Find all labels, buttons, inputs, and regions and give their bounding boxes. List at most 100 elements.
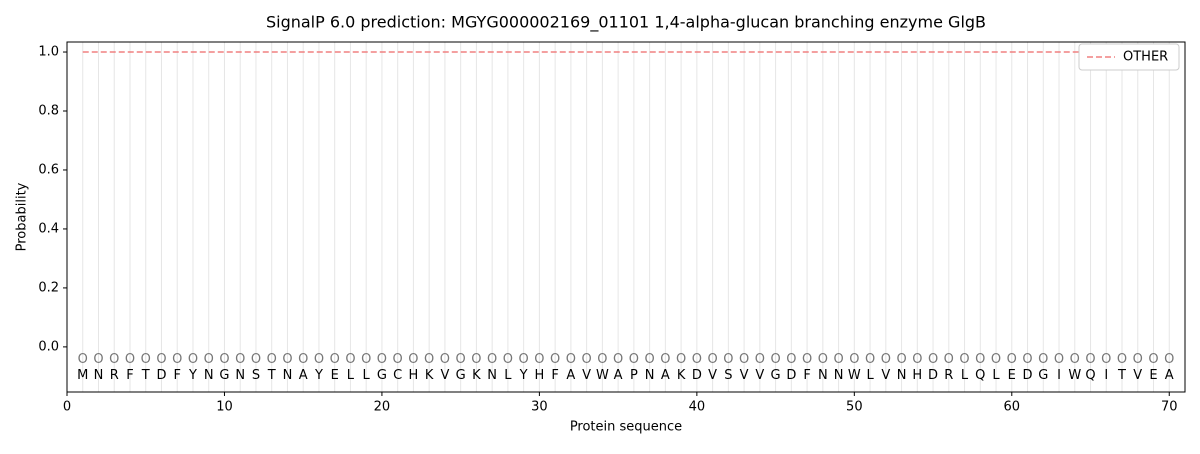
region-label: O: [849, 352, 859, 367]
residue-label: P: [630, 368, 638, 383]
residue-label: E: [331, 368, 339, 383]
region-label: O: [1101, 352, 1111, 367]
residue-label: L: [347, 368, 355, 383]
region-label: O: [739, 352, 749, 367]
x-tick-label: 10: [216, 400, 233, 415]
residue-label: I: [1057, 368, 1061, 383]
residue-label: S: [252, 368, 260, 383]
residue-label: G: [771, 368, 781, 383]
region-label: O: [676, 352, 686, 367]
region-label: O: [881, 352, 891, 367]
residue-label: N: [235, 368, 245, 383]
region-label: O: [896, 352, 906, 367]
region-label: O: [802, 352, 812, 367]
region-label: O: [1164, 352, 1174, 367]
residue-label: G: [219, 368, 229, 383]
region-label: O: [991, 352, 1001, 367]
residue-label: Y: [188, 368, 197, 383]
residue-label: Q: [1085, 368, 1095, 383]
y-tick-label: 0.2: [38, 280, 59, 295]
residue-label: F: [551, 368, 558, 383]
region-label: O: [519, 352, 529, 367]
residue-label: Y: [519, 368, 528, 383]
region-label: O: [125, 352, 135, 367]
region-label: O: [503, 352, 513, 367]
residue-label: N: [818, 368, 828, 383]
residue-label: K: [472, 368, 481, 383]
y-axis-label: Probability: [15, 182, 30, 251]
y-tick-label: 0.6: [38, 162, 59, 177]
residue-label: N: [897, 368, 907, 383]
region-label: O: [770, 352, 780, 367]
region-label: O: [1007, 352, 1017, 367]
region-label: O: [204, 352, 214, 367]
residue-label: D: [928, 368, 938, 383]
region-label: O: [298, 352, 308, 367]
residue-label: V: [1133, 368, 1142, 383]
region-label: O: [487, 352, 497, 367]
region-label: O: [377, 352, 387, 367]
y-tick-label: 1.0: [38, 45, 59, 60]
residue-label: L: [504, 368, 512, 383]
chart-title: SignalP 6.0 prediction: MGYG000002169_01…: [266, 13, 986, 33]
plot-frame: [66, 41, 1186, 393]
region-label: O: [251, 352, 261, 367]
residue-label: D: [786, 368, 796, 383]
region-label: O: [424, 352, 434, 367]
region-label: O: [692, 352, 702, 367]
residue-label: K: [677, 368, 686, 383]
residue-label: W: [1068, 368, 1081, 383]
region-label: O: [440, 352, 450, 367]
region-label: O: [1070, 352, 1080, 367]
x-tick-label: 40: [689, 400, 706, 415]
region-label: O: [156, 352, 166, 367]
residue-label: L: [363, 368, 371, 383]
x-tick-label: 60: [1004, 400, 1021, 415]
residue-label: M: [77, 368, 88, 383]
residue-label: Q: [975, 368, 985, 383]
region-label: O: [235, 352, 245, 367]
residue-label: A: [614, 368, 623, 383]
residue-label: A: [299, 368, 308, 383]
residue-label: F: [173, 368, 180, 383]
region-label: O: [818, 352, 828, 367]
region-label: O: [456, 352, 466, 367]
y-tick-label: 0.0: [38, 339, 59, 354]
residue-label: A: [566, 368, 575, 383]
region-label: O: [330, 352, 340, 367]
residue-label: D: [156, 368, 166, 383]
region-label: O: [1022, 352, 1032, 367]
residue-label: L: [866, 368, 874, 383]
residue-label: T: [1117, 368, 1126, 383]
region-label: O: [471, 352, 481, 367]
residue-label: T: [267, 368, 276, 383]
residue-label: L: [961, 368, 969, 383]
region-label: O: [188, 352, 198, 367]
residue-label: R: [944, 368, 953, 383]
residue-label: N: [645, 368, 655, 383]
region-label: O: [361, 352, 371, 367]
residue-label: N: [834, 368, 844, 383]
region-label: O: [566, 352, 576, 367]
residue-label: N: [283, 368, 293, 383]
region-label: O: [93, 352, 103, 367]
x-tick-label: 0: [63, 400, 71, 415]
region-label: O: [1038, 352, 1048, 367]
region-label: O: [282, 352, 292, 367]
x-tick-label: 30: [531, 400, 548, 415]
region-label: O: [267, 352, 277, 367]
region-label: O: [78, 352, 88, 367]
residue-label: T: [141, 368, 150, 383]
y-tick-label: 0.4: [38, 221, 59, 236]
residue-label: V: [708, 368, 717, 383]
residue-label: N: [204, 368, 214, 383]
region-label: O: [833, 352, 843, 367]
region-label: O: [865, 352, 875, 367]
region-label: O: [534, 352, 544, 367]
region-label: O: [944, 352, 954, 367]
x-tick-label: 70: [1161, 400, 1178, 415]
residue-label: R: [110, 368, 119, 383]
region-label: O: [408, 352, 418, 367]
